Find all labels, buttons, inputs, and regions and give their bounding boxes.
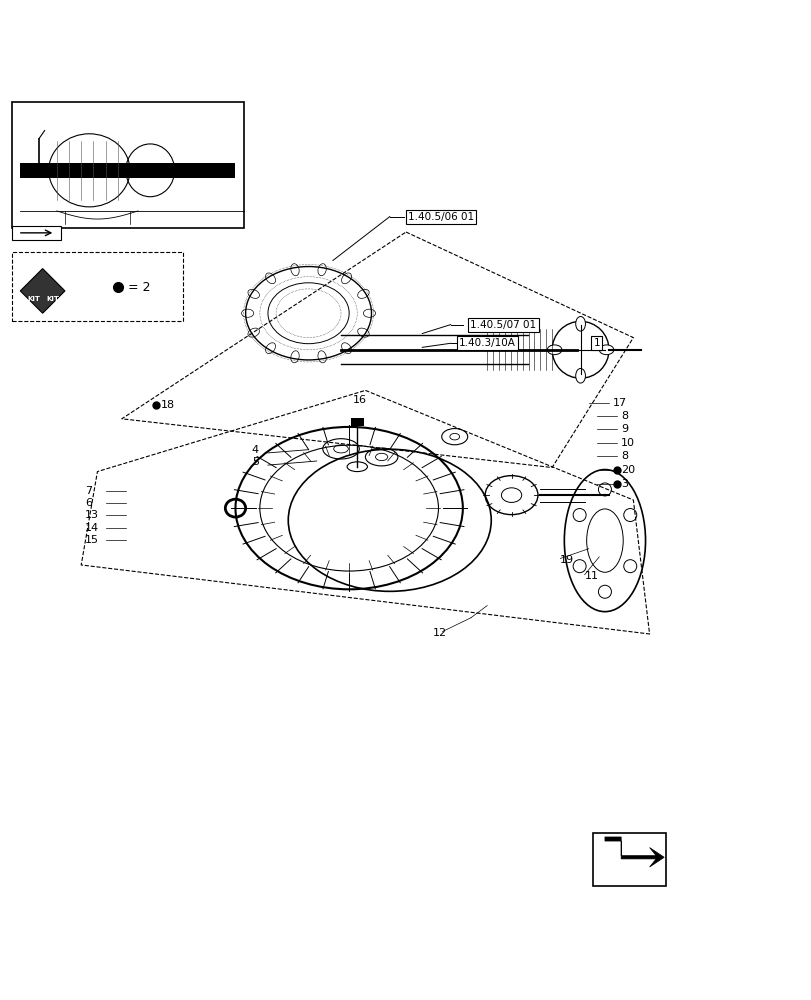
- Ellipse shape: [449, 433, 459, 440]
- Ellipse shape: [268, 283, 349, 344]
- Text: 15: 15: [85, 535, 99, 545]
- Text: 10: 10: [620, 438, 634, 448]
- Text: 4: 4: [251, 445, 259, 455]
- Text: 14: 14: [85, 523, 99, 533]
- Text: 1: 1: [593, 338, 599, 348]
- Circle shape: [598, 483, 611, 496]
- Text: 19: 19: [560, 555, 573, 565]
- Text: 18: 18: [161, 400, 174, 410]
- Text: 13: 13: [85, 510, 99, 520]
- Bar: [12, 102, 243, 228]
- Text: 9: 9: [620, 424, 628, 434]
- Circle shape: [573, 509, 586, 522]
- Bar: [12, 252, 182, 321]
- Text: 16: 16: [353, 395, 367, 405]
- Text: 8: 8: [620, 411, 628, 421]
- Ellipse shape: [586, 509, 623, 572]
- Bar: [592, 833, 665, 886]
- Polygon shape: [20, 269, 65, 313]
- Text: 3: 3: [620, 479, 628, 489]
- Text: 11: 11: [584, 571, 598, 581]
- Text: KIT: KIT: [28, 296, 40, 302]
- Text: = 2: = 2: [128, 281, 151, 294]
- Bar: [12, 226, 61, 240]
- Text: KIT: KIT: [46, 296, 59, 302]
- Circle shape: [573, 560, 586, 573]
- Ellipse shape: [375, 453, 387, 461]
- Bar: [350, 418, 363, 426]
- Polygon shape: [604, 837, 663, 867]
- Text: 17: 17: [612, 398, 626, 408]
- Text: 6: 6: [85, 498, 92, 508]
- Text: 7: 7: [85, 486, 92, 496]
- Ellipse shape: [564, 470, 645, 612]
- Ellipse shape: [500, 488, 521, 502]
- Text: 1.40.5/07 01: 1.40.5/07 01: [470, 320, 536, 330]
- Text: 12: 12: [432, 628, 446, 638]
- Ellipse shape: [575, 368, 585, 383]
- Text: 5: 5: [251, 457, 259, 467]
- Text: 20: 20: [620, 465, 634, 475]
- Ellipse shape: [547, 345, 561, 355]
- Ellipse shape: [575, 316, 585, 331]
- Ellipse shape: [333, 445, 348, 453]
- Text: 1.40.3/10A: 1.40.3/10A: [458, 338, 515, 348]
- Ellipse shape: [599, 345, 613, 355]
- Text: 8: 8: [620, 451, 628, 461]
- Text: 1.40.5/06 01: 1.40.5/06 01: [407, 212, 474, 222]
- Circle shape: [623, 560, 636, 573]
- Circle shape: [598, 585, 611, 598]
- Bar: [20, 163, 235, 178]
- Circle shape: [623, 509, 636, 522]
